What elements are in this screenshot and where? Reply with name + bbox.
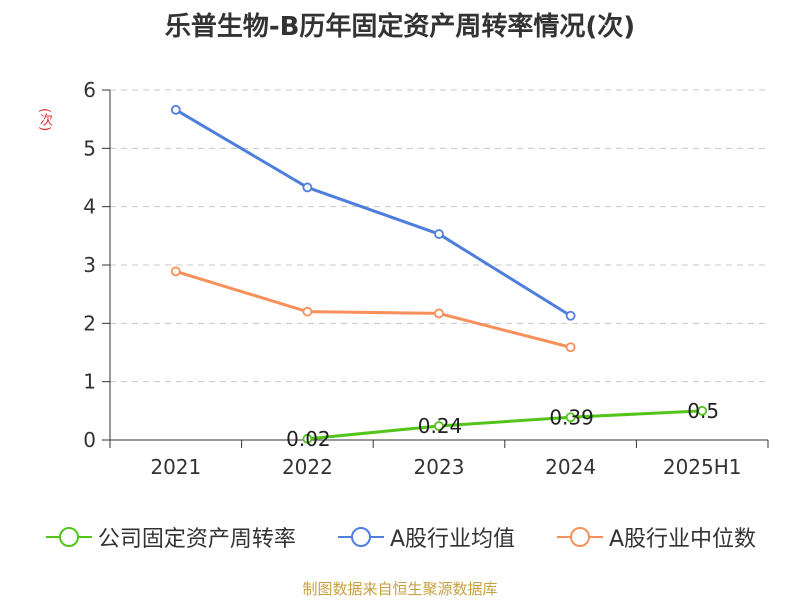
y-tick-label: 3: [83, 253, 96, 277]
data-point: [434, 421, 444, 431]
data-point: [170, 104, 181, 115]
y-tick-label: 6: [83, 78, 96, 102]
legend-label: A股行业中位数: [609, 527, 757, 552]
data-point: [302, 306, 313, 317]
series-line: [175, 269, 571, 349]
legend: 公司固定资产周转率 A股行业均值 A股行业中位数: [0, 519, 800, 555]
data-point: [565, 310, 576, 321]
x-tick-label: 2024: [545, 455, 596, 479]
legend-label: A股行业均值: [389, 527, 515, 552]
x-tick-label: 2023: [414, 455, 465, 479]
data-point: [302, 182, 313, 193]
data-point: [565, 342, 576, 353]
legend-marker-icon: [337, 527, 384, 547]
data-point: [697, 405, 708, 416]
legend-label: 公司固定资产周转率: [97, 527, 296, 552]
data-point: [434, 229, 444, 239]
y-tick-label: 2: [83, 311, 96, 335]
x-tick-label: 2025H1: [663, 455, 742, 479]
data-label: 0.39: [549, 405, 594, 429]
data-point: [170, 266, 181, 277]
legend-item-company[interactable]: 公司固定资产周转率: [44, 521, 296, 553]
legend-marker-icon: [557, 527, 603, 547]
data-source-note: 制图数据来自恒生聚源数据库: [302, 580, 498, 598]
legend-item-industry-median[interactable]: A股行业中位数: [555, 521, 756, 553]
data-point: [565, 412, 576, 423]
x-tick-label: 2021: [150, 455, 201, 479]
data-point: [434, 308, 444, 319]
y-tick-label: 4: [83, 195, 96, 219]
series-line: [307, 409, 703, 441]
x-tick-label: 2022: [282, 455, 333, 479]
legend-marker-icon: [45, 527, 92, 547]
y-tick-label: 5: [83, 136, 96, 160]
legend-item-industry-mean[interactable]: A股行业均值: [336, 521, 515, 553]
y-tick-label: 0: [83, 428, 96, 452]
data-label: 0.02: [286, 427, 331, 451]
line-chart: 0 1 2 3 4 5 6 2021 2022 2023 2024 2025H1 0.02 0.24 0.3…: [83, 78, 769, 479]
data-label: 0.5: [687, 399, 719, 423]
data-label: 0.24: [418, 414, 463, 438]
y-tick-label: 1: [83, 370, 96, 394]
data-point: [302, 433, 313, 444]
chart-title: 乐普生物-B历年固定资产周转率情况(次): [164, 12, 636, 42]
y-axis-label: (次): [37, 108, 52, 132]
series-line: [175, 108, 572, 318]
